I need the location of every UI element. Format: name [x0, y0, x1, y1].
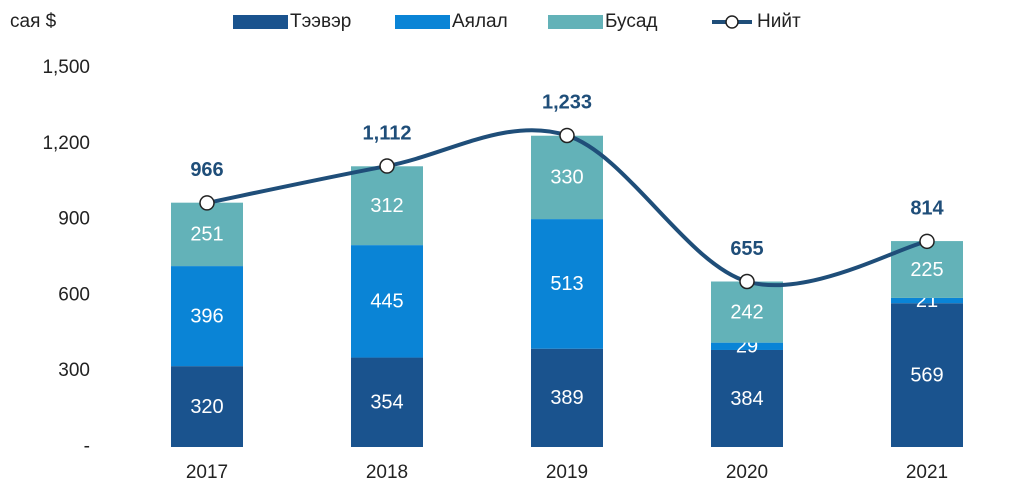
data-label: 384: [730, 388, 763, 410]
total-label: 655: [730, 238, 763, 260]
bar-segment: [711, 342, 783, 350]
total-label: 814: [910, 198, 944, 220]
bar-segment: [531, 219, 603, 349]
x-tick-label: 2020: [726, 462, 768, 483]
y-tick-label: 1,200: [42, 133, 90, 154]
y-tick-label: -: [84, 436, 90, 457]
bar-segment: [711, 281, 783, 343]
bar-segment: [891, 303, 963, 447]
data-label: 330: [550, 167, 583, 189]
data-label: 569: [910, 364, 943, 386]
legend-swatch: [548, 15, 603, 29]
total-label: 1,233: [542, 92, 592, 114]
bar-segment: [171, 366, 243, 447]
data-label: 396: [190, 305, 223, 327]
y-tick-label: 300: [58, 360, 90, 381]
data-label: 312: [370, 195, 403, 217]
data-label: 242: [730, 301, 763, 323]
total-label: 966: [190, 159, 223, 181]
data-label: 251: [190, 224, 223, 246]
x-tick-label: 2019: [546, 462, 588, 483]
x-tick-label: 2017: [186, 462, 228, 483]
legend-label: Тээвэр: [290, 11, 351, 32]
x-tick-label: 2018: [366, 462, 408, 483]
legend-label: Нийт: [757, 11, 801, 32]
bar-segment: [531, 348, 603, 447]
legend-swatch: [233, 15, 288, 29]
bar-segment: [711, 349, 783, 447]
data-label: 225: [910, 259, 943, 281]
bar-segment: [351, 357, 423, 447]
total-point: [559, 127, 575, 144]
data-label: 320: [190, 396, 223, 418]
bar-segment: [171, 202, 243, 267]
legend-swatch: [395, 15, 450, 29]
data-label: 389: [550, 387, 583, 409]
y-tick-label: 600: [58, 284, 90, 305]
legend-label: Аялал: [452, 11, 508, 32]
bar-segment: [171, 266, 243, 367]
total-point: [379, 158, 395, 174]
y-unit-label: сая $: [10, 11, 57, 32]
data-label: 513: [550, 273, 583, 295]
y-tick-label: 900: [58, 209, 90, 230]
x-tick-label: 2021: [906, 462, 948, 483]
bar-segment: [891, 297, 963, 304]
legend-label: Бусад: [605, 11, 658, 32]
total-point: [919, 233, 935, 250]
y-tick-label: 1,500: [42, 57, 90, 78]
data-label: 354: [370, 392, 403, 414]
bar-segment: [351, 166, 423, 246]
total-point: [739, 273, 755, 290]
data-label: 445: [370, 291, 403, 313]
total-point: [199, 195, 215, 211]
legend-swatch: [725, 15, 739, 29]
total-label: 1,112: [363, 122, 412, 144]
bar-segment: [351, 245, 423, 358]
